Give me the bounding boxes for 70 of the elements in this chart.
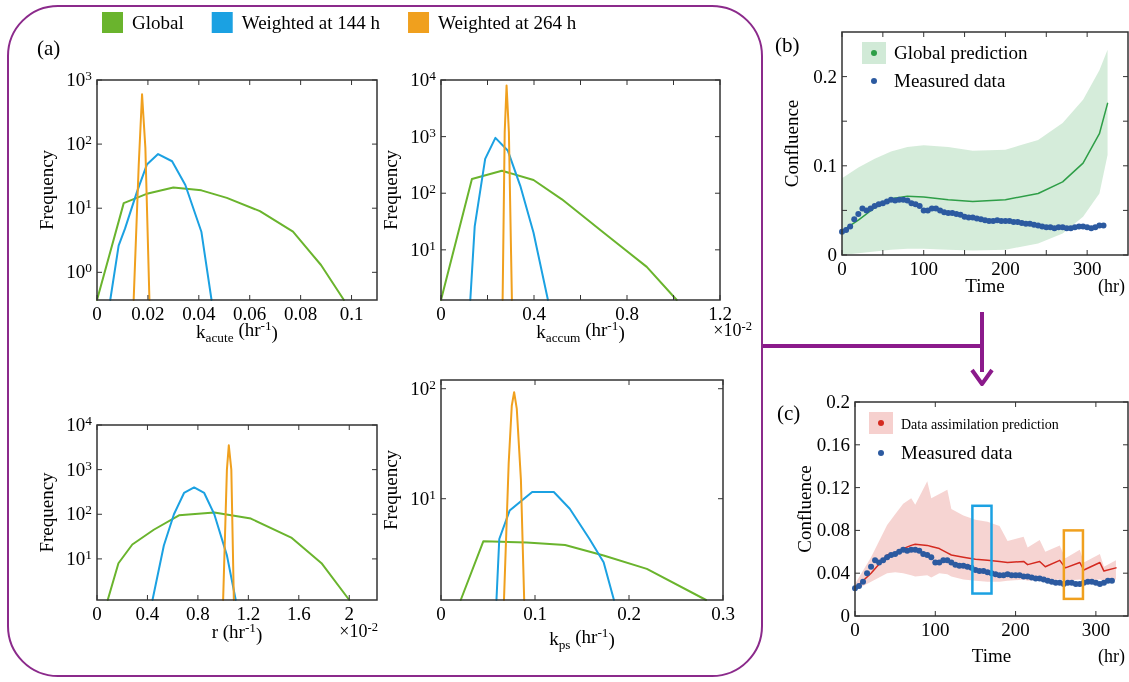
y-tick-label: 10$^{1}$ [410,237,436,260]
y-axis-title: Frequency [380,149,401,231]
x-tick-label: 1.6 [286,603,311,624]
y-axis-title: Confluence [781,99,802,188]
text: (hr) [1098,276,1125,297]
line-series [151,486,237,601]
y-axis-title: Frequency [36,471,57,553]
legend-label: Measured data [901,442,1013,463]
x-axis-title: k$_{ps}$ (hr$^{-1}$) [549,625,615,652]
y-tick-label: 10$^{2}$ [410,181,436,204]
y-tick-label: 10$^{3}$ [410,124,437,147]
line-series [502,391,526,601]
y-tick-label: 10$^{0}$ [66,260,93,283]
y-axis-title: Confluence [794,465,815,553]
line-series [495,491,615,601]
line-series [106,511,351,601]
y-tick-label: 10$^{4}$ [410,68,437,90]
y-tick-label: 0.12 [816,476,850,498]
chart-title: (c) [777,401,801,425]
y-tick-label: 10$^{1}$ [410,486,436,509]
y-tick-label: 10$^{3}$ [66,68,93,90]
legend-label: Data assimilation prediction [901,417,1059,432]
x-tick-label: 0.4 [522,303,547,324]
line-series [440,169,678,301]
x-axis-title: Time [971,645,1012,666]
y-tick-label: 10$^{3}$ [66,457,93,480]
legend-label: Weighted at 144 h [241,12,381,33]
line-series [109,153,213,301]
legend-label: Global [132,12,184,33]
y-tick-label: 10$^{4}$ [66,413,93,435]
y-tick-label: 0.1 [813,154,837,176]
chart-title: (b) [775,33,800,57]
y-tick-label: 0.16 [816,433,850,455]
legend-label: Weighted at 264 h [438,12,577,33]
x-tick-label: 0.3 [711,603,735,624]
y-tick-label: 10$^{2}$ [66,132,92,155]
y-tick-label: 0.2 [826,391,850,412]
x-tick-label: 200 [1001,619,1030,640]
x-tick-label: 0.08 [284,303,318,324]
y-tick-label: 0.2 [813,65,837,87]
x-tick-label: 0.1 [339,303,364,324]
chart-title: (a) [37,36,61,60]
y-axis-title: Frequency [36,149,57,231]
y-tick-label: 0.04 [816,562,851,584]
line-series [459,540,708,601]
y-tick-label: 0.08 [816,519,850,541]
x-tick-label: 300 [1072,258,1102,279]
y-tick-label: 10$^{2}$ [66,502,92,525]
x-tick-label: 0.4 [135,603,160,624]
line-series [96,186,345,301]
y-tick-label: 10$^{2}$ [410,376,436,399]
line-series [132,93,151,301]
x-tick-label: 300 [1081,619,1111,640]
x-tick-label: 0.8 [615,303,639,324]
x-tick-label: 0.8 [186,603,210,624]
legend-label: Global prediction [894,42,1028,63]
legend-label: Measured data [894,70,1006,91]
line-series [469,136,549,301]
y-tick-label: 0 [827,244,837,265]
x-tick-label: 100 [909,258,938,279]
x-tick-label: 0.02 [131,303,165,324]
x-tick-label: 100 [921,619,950,640]
x-tick-label: 0.06 [233,303,267,324]
x-tick-label: 0.1 [523,603,547,624]
y-tick-label: 10$^{1}$ [66,196,92,219]
x-tick-label: 0.04 [182,303,216,324]
y-tick-label: 10$^{1}$ [66,546,92,569]
text: (hr) [1098,646,1125,667]
x-tick-label: 0.2 [617,603,641,624]
y-axis-title: Frequency [380,449,401,531]
